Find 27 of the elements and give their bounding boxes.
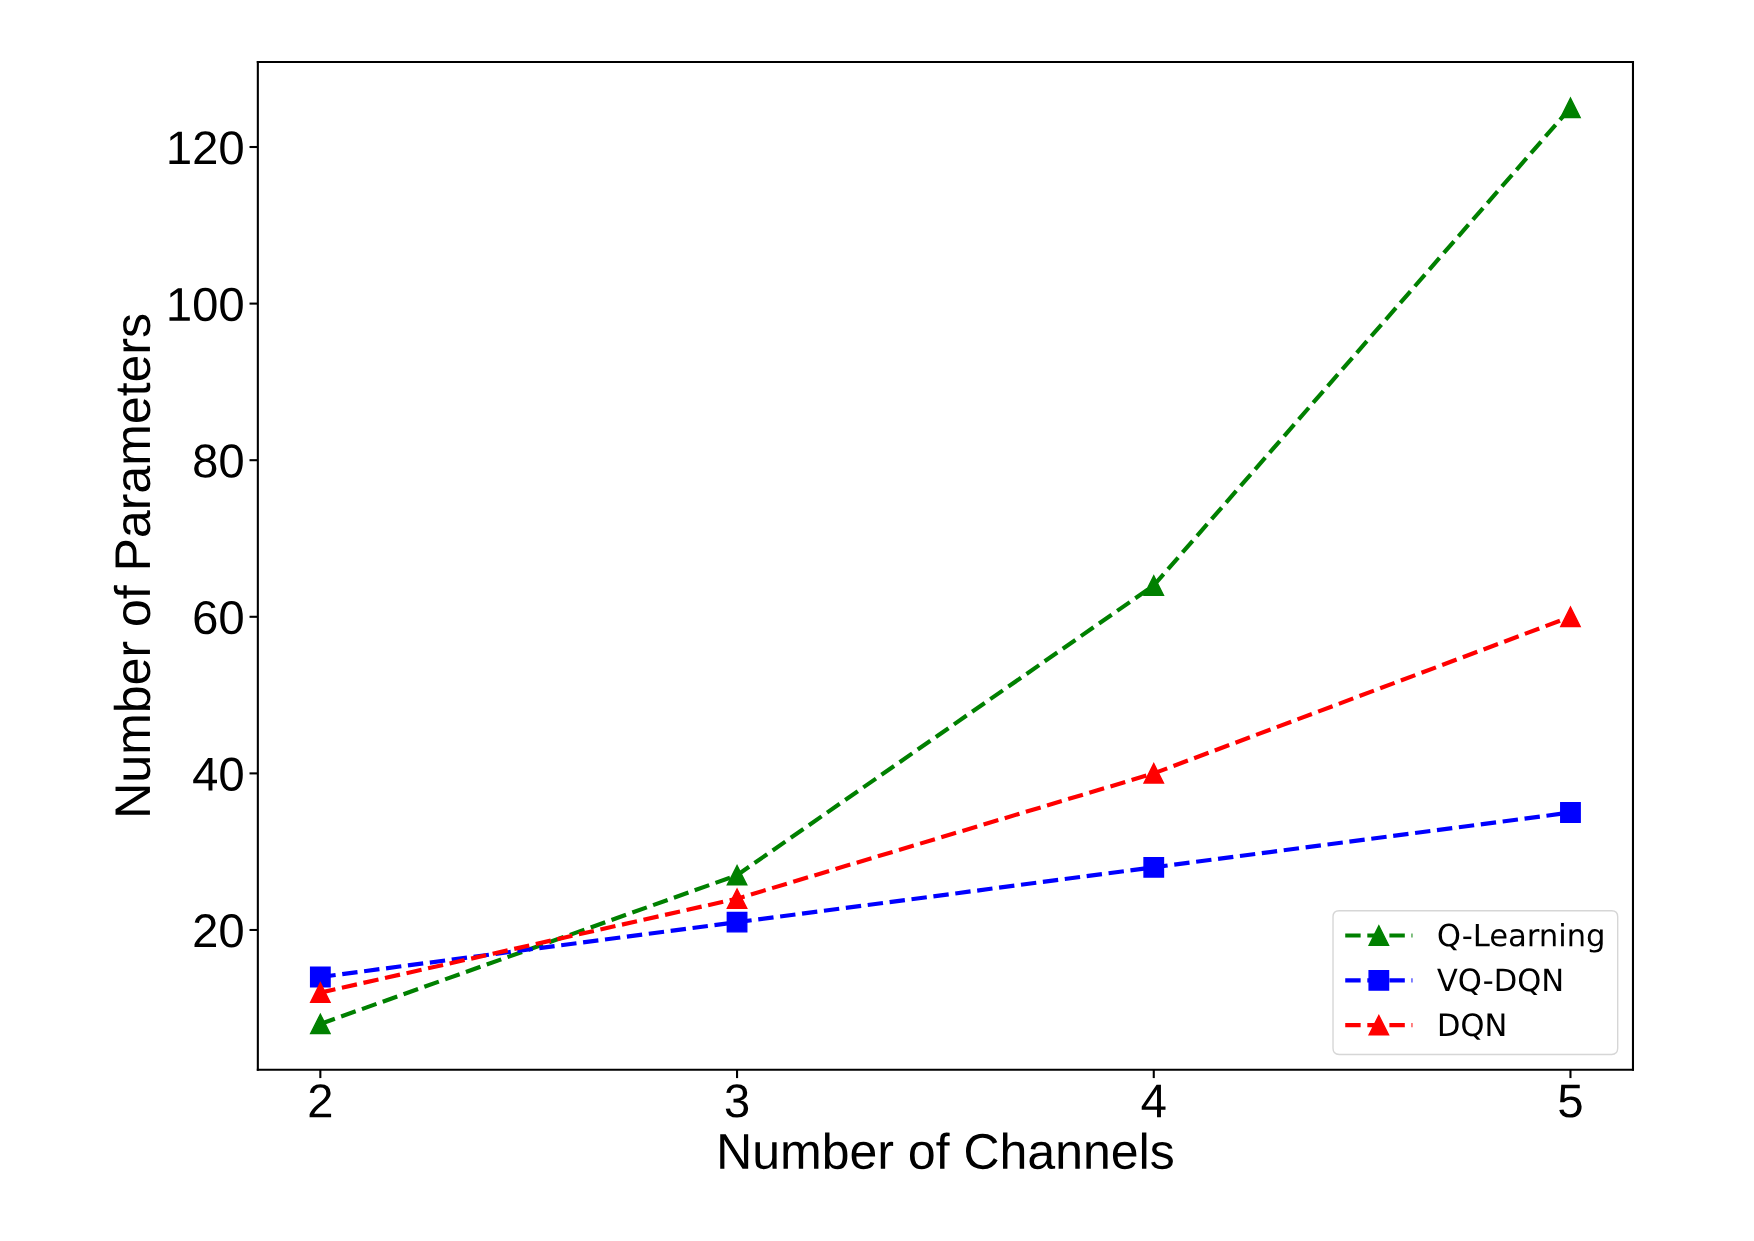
point (1143, 762, 1165, 784)
y-tick-label: 100 (169, 287, 243, 322)
point (1560, 606, 1581, 628)
x-tick-label: 5 (1559, 1084, 1582, 1118)
y-tick-label: 80 (194, 444, 243, 478)
legend-label: VQ-DQN (1437, 968, 1562, 995)
x-tick-label: 3 (725, 1084, 749, 1118)
point (1143, 856, 1165, 878)
point (1560, 97, 1581, 119)
point (726, 888, 748, 910)
y-tick-label: 120 (169, 131, 243, 165)
point (309, 966, 331, 988)
point (1560, 802, 1581, 823)
y-tick-label: 40 (193, 757, 243, 791)
point (1143, 575, 1165, 596)
point (726, 864, 748, 886)
y-tick-label: 60 (194, 600, 243, 635)
y-axis-title: Number of Parameters (113, 314, 151, 815)
point (726, 911, 748, 933)
x-tick-label: 4 (1141, 1084, 1166, 1118)
y-tick-label: 20 (194, 914, 243, 948)
x-axis-title: Number of Channels (720, 1132, 1173, 1170)
legend-label: DQN (1439, 1013, 1505, 1040)
x-tick-label: 2 (309, 1084, 332, 1118)
point (309, 1013, 331, 1035)
point (309, 982, 331, 1004)
legend-label: Q-Learning (1438, 922, 1603, 953)
